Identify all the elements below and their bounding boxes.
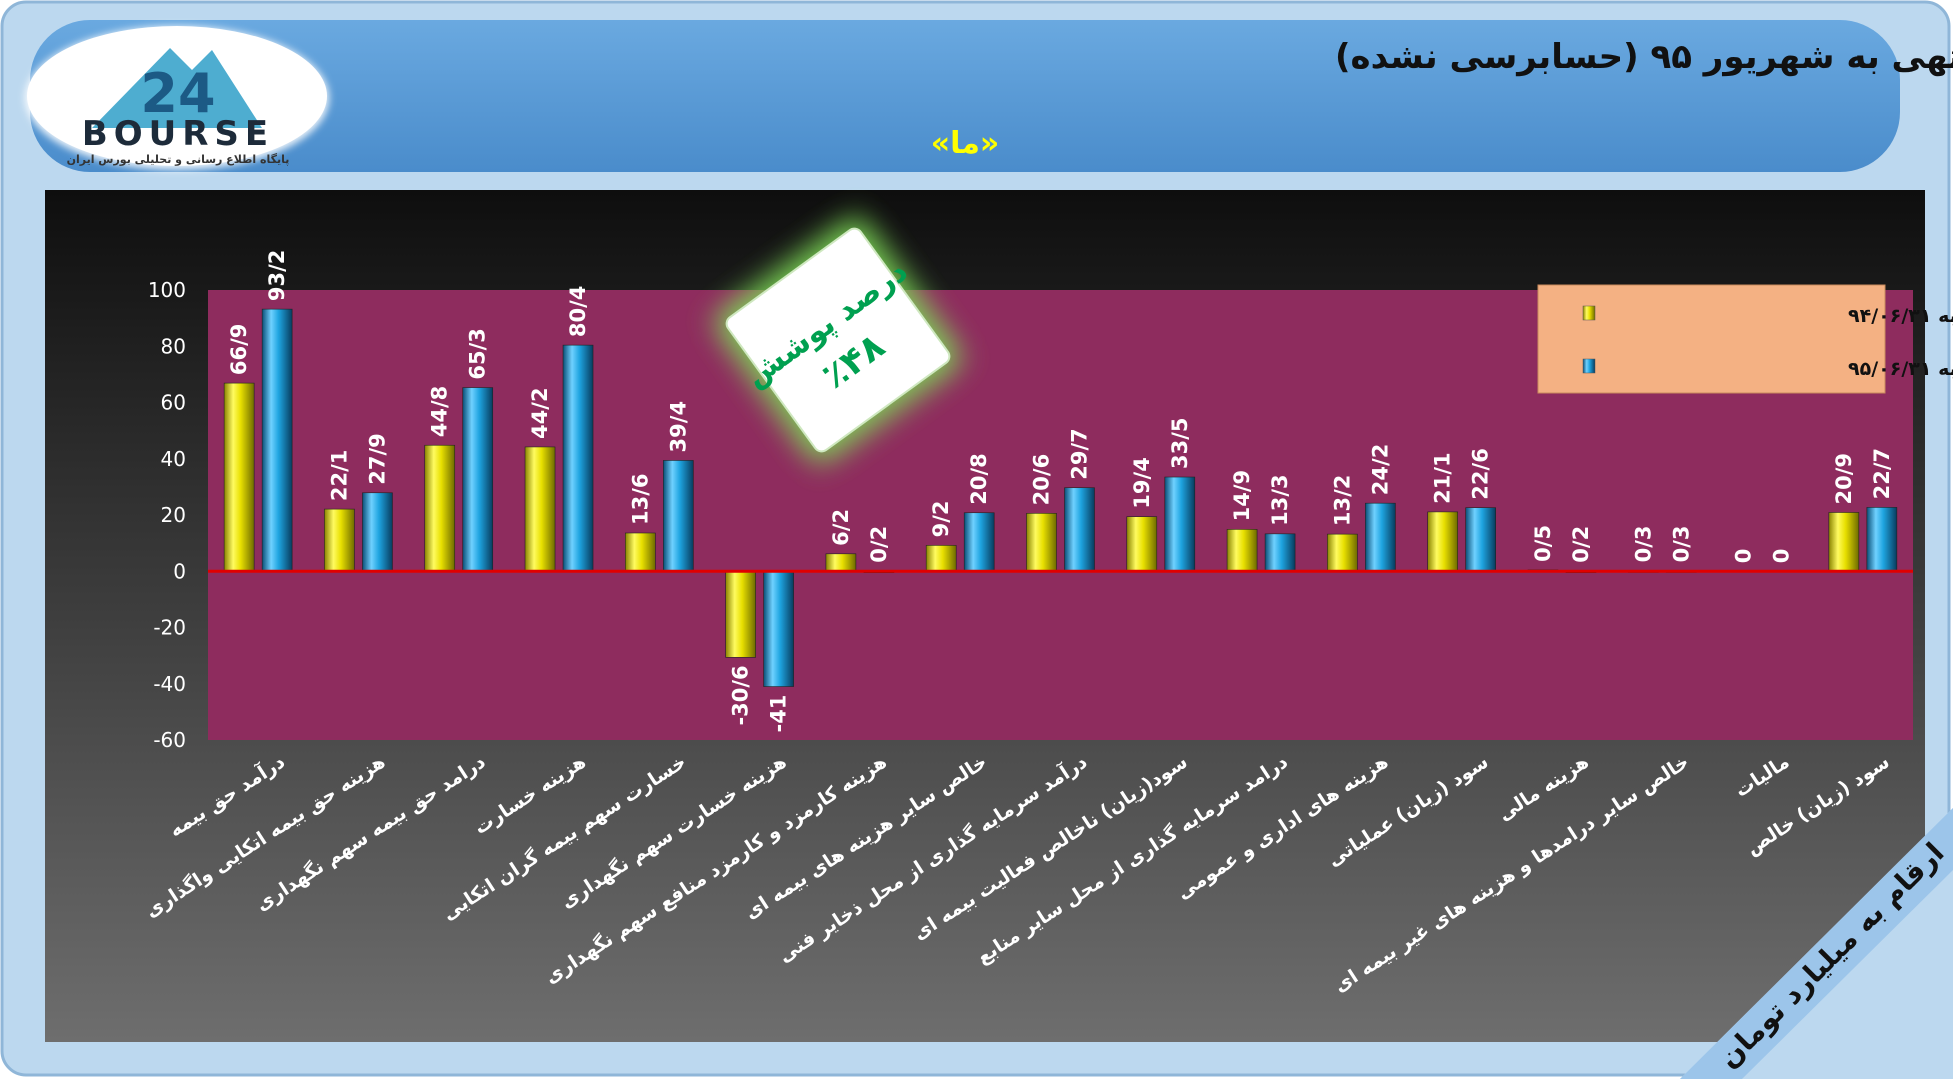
- chart-title: اطلاعات ۶ ماهه منتهی به شهریور ۹۵ (حسابر…: [1335, 37, 1953, 77]
- bar-series2: [1866, 507, 1898, 572]
- bar-series2: [1465, 507, 1496, 572]
- value-label: 13/6: [628, 473, 652, 525]
- value-label: 20/9: [1832, 453, 1856, 505]
- value-label: 0/5: [1531, 525, 1555, 562]
- bar-series1: [324, 508, 355, 572]
- bar-series1: [625, 532, 656, 572]
- value-labels: 66/9 93/2 22/1 27/9 44/8 65/3 44/2 80/4 13/6 39/4…: [227, 250, 1894, 733]
- header-banner: [30, 20, 1900, 172]
- bar-series2: [1064, 487, 1095, 572]
- value-label: 0: [1732, 549, 1756, 564]
- bar-series1: [223, 382, 255, 572]
- value-label: 21/1: [1431, 452, 1455, 504]
- value-label: 13/2: [1330, 475, 1354, 527]
- bar-series2: [462, 387, 494, 572]
- coverage-badge: درصد پوشش ٪۴۸: [715, 217, 961, 463]
- bar-series2: [663, 460, 694, 572]
- legend: عملکرد منتهی به ۹۴/۰۶/۳۱ عملکرد منتهی به…: [1537, 284, 1953, 394]
- legend-label-2: عملکرد منتهی به ۹۵/۰۶/۳۱: [1848, 358, 1953, 380]
- bar-series2: [562, 344, 594, 572]
- value-label: 13/3: [1268, 474, 1292, 526]
- bar-series2: [362, 492, 393, 572]
- bar-series1: [1026, 513, 1057, 572]
- value-label: 20/8: [967, 453, 991, 505]
- bourse-logo: 24 BOURSE پایگاه اطلاع رسانی و تحلیلی بو…: [25, 26, 329, 170]
- legend-box: [1537, 284, 1886, 394]
- legend-swatch-2: [1582, 358, 1596, 374]
- value-label: 44/8: [428, 386, 452, 438]
- logo-number: 24: [140, 62, 215, 125]
- y-tick-label: -60: [153, 728, 186, 752]
- bars-layer: [223, 308, 1898, 687]
- bar-series1: [524, 446, 556, 572]
- y-tick-label: 40: [161, 447, 186, 471]
- value-label: 14/9: [1230, 470, 1254, 522]
- logo-wordmark: BOURSE: [82, 114, 274, 154]
- y-tick-label: 0: [173, 559, 186, 583]
- y-axis: 100 80 60 40 20 0 -20 -40 -60: [148, 278, 186, 752]
- value-label: 44/2: [528, 387, 552, 439]
- y-tick-label: -40: [153, 672, 186, 696]
- logo-tagline: پایگاه اطلاع رسانی و تحلیلی بورس ایران: [67, 153, 290, 166]
- value-label: 27/9: [365, 433, 389, 485]
- bar-series1: [1327, 533, 1358, 572]
- bar-series2: [963, 512, 995, 572]
- bar-series2: [1164, 476, 1196, 572]
- bar-series1: [424, 444, 456, 572]
- bar-series2: [261, 308, 293, 572]
- value-label: 9/2: [929, 500, 953, 537]
- bar-series1: [1427, 511, 1458, 572]
- value-label: 19/4: [1130, 457, 1154, 509]
- legend-swatch-1: [1582, 305, 1596, 321]
- value-label: 22/7: [1870, 448, 1894, 500]
- bar-series1: [1126, 516, 1158, 572]
- value-label: 0/3: [1631, 526, 1655, 563]
- value-label: 22/6: [1469, 448, 1493, 500]
- value-label: 29/7: [1068, 428, 1092, 480]
- value-label: 66/9: [227, 324, 251, 376]
- value-label: 0/2: [867, 526, 891, 563]
- bar-series1: [925, 545, 957, 572]
- y-tick-label: 100: [148, 278, 186, 302]
- value-label: 93/2: [265, 250, 289, 302]
- bar-series1: [825, 553, 857, 572]
- bar-series2: [763, 570, 794, 687]
- y-tick-label: 20: [161, 503, 186, 527]
- value-label: 0/2: [1569, 526, 1593, 563]
- value-label: 0/3: [1669, 526, 1693, 563]
- bar-series2: [1365, 502, 1396, 572]
- value-label: -41: [767, 695, 791, 733]
- y-tick-label: 60: [161, 391, 186, 415]
- value-label: 20/6: [1030, 454, 1054, 506]
- bar-series1: [1828, 512, 1860, 572]
- value-label: 80/4: [566, 286, 590, 338]
- value-label: 0: [1770, 549, 1794, 564]
- y-tick-label: -20: [153, 616, 186, 640]
- value-label: 65/3: [466, 328, 490, 380]
- y-tick-label: 80: [161, 334, 186, 358]
- value-label: 33/5: [1168, 418, 1192, 470]
- bar-series2: [1264, 533, 1296, 572]
- bar-series1: [1226, 529, 1258, 572]
- value-label: 39/4: [666, 401, 690, 453]
- chart-subtitle: «ما»: [931, 126, 1000, 161]
- value-label: 22/1: [327, 450, 351, 502]
- value-label: 6/2: [829, 509, 853, 546]
- bar-series1: [725, 570, 756, 658]
- value-label: -30/6: [729, 665, 753, 725]
- legend-label-1: عملکرد منتهی به ۹۴/۰۶/۳۱: [1848, 305, 1953, 327]
- value-label: 24/2: [1368, 444, 1392, 496]
